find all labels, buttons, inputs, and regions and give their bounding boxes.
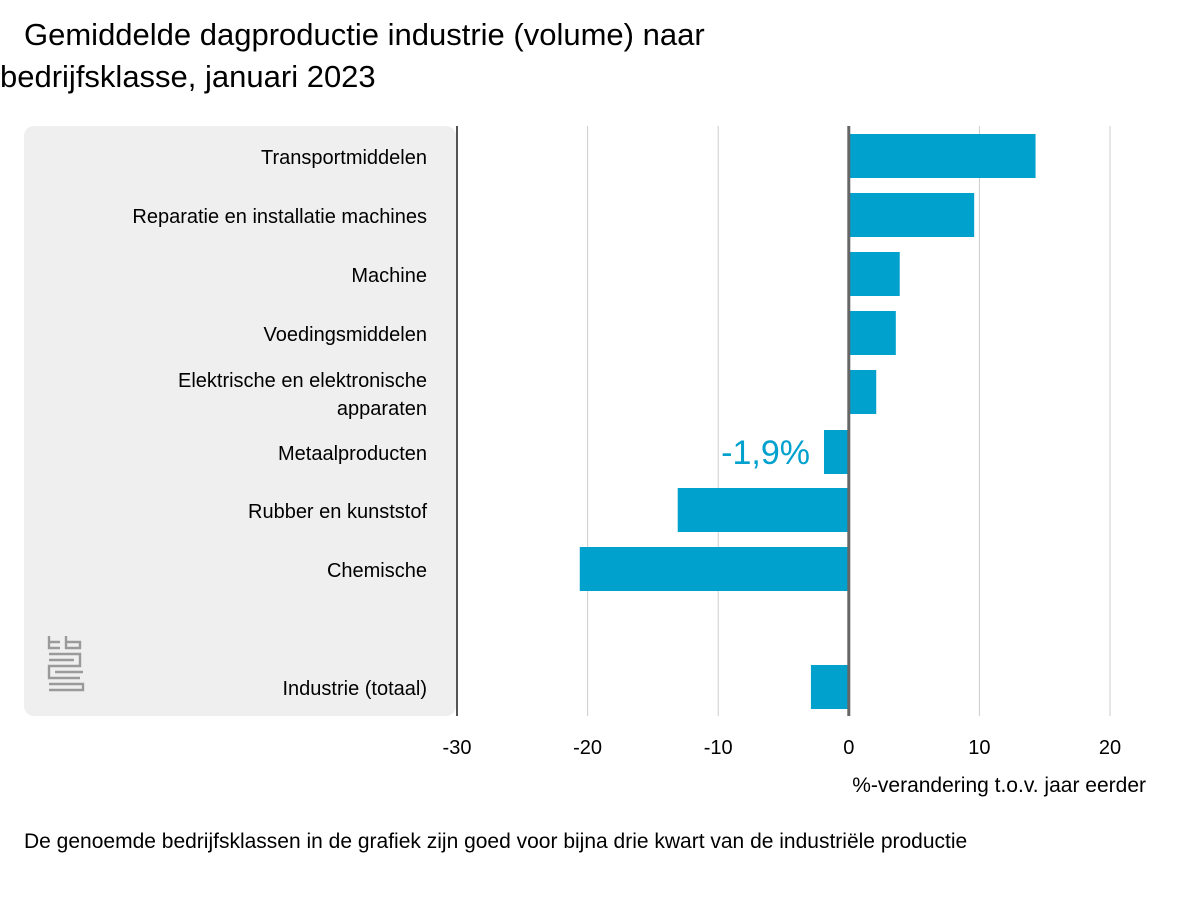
data-label: -1,9% bbox=[721, 434, 810, 472]
chart-title: Gemiddelde dagproductie industrie (volum… bbox=[0, 17, 705, 94]
category-label: Transportmiddelen bbox=[261, 147, 427, 169]
bars bbox=[579, 134, 1036, 709]
bar bbox=[810, 665, 849, 709]
cbs-logo-icon bbox=[47, 636, 85, 692]
bar bbox=[848, 134, 1036, 178]
category-label: Reparatie en installatie machines bbox=[132, 206, 427, 228]
category-label: Industrie (totaal) bbox=[282, 678, 427, 700]
x-tick-label: 0 bbox=[843, 737, 854, 759]
category-label: Elektrische en elektronische apparaten bbox=[178, 370, 427, 420]
bar bbox=[848, 370, 877, 414]
category-labels: Transportmiddelen Reparatie en installati… bbox=[132, 147, 427, 700]
bar bbox=[677, 488, 849, 532]
bar bbox=[848, 193, 975, 237]
x-tick-label: -20 bbox=[573, 737, 602, 759]
grid-lines bbox=[587, 126, 1111, 716]
footnote: De genoemde bedrijfsklassen in de grafie… bbox=[24, 830, 968, 853]
x-tick-label: -10 bbox=[704, 737, 733, 759]
bar bbox=[823, 430, 849, 474]
category-label: Metaalproducten bbox=[278, 443, 427, 465]
bar bbox=[579, 547, 849, 591]
x-axis-label: %-verandering t.o.v. jaar eerder bbox=[852, 774, 1146, 797]
category-label: Machine bbox=[351, 265, 427, 287]
bar bbox=[848, 311, 896, 355]
annotations: -1,9% bbox=[721, 434, 810, 472]
category-label: Rubber en kunststof bbox=[248, 501, 427, 523]
x-tick-label: 10 bbox=[968, 737, 990, 759]
x-tick-label: 20 bbox=[1099, 737, 1121, 759]
category-label: Voedingsmiddelen bbox=[264, 324, 427, 346]
axes bbox=[456, 126, 851, 716]
category-label-panel bbox=[24, 126, 456, 716]
x-tick-label: -30 bbox=[443, 737, 472, 759]
category-label: Chemische bbox=[327, 560, 427, 582]
tick-labels: -30 -20 -10 0 10 20 bbox=[443, 737, 1122, 759]
bar bbox=[848, 252, 900, 296]
